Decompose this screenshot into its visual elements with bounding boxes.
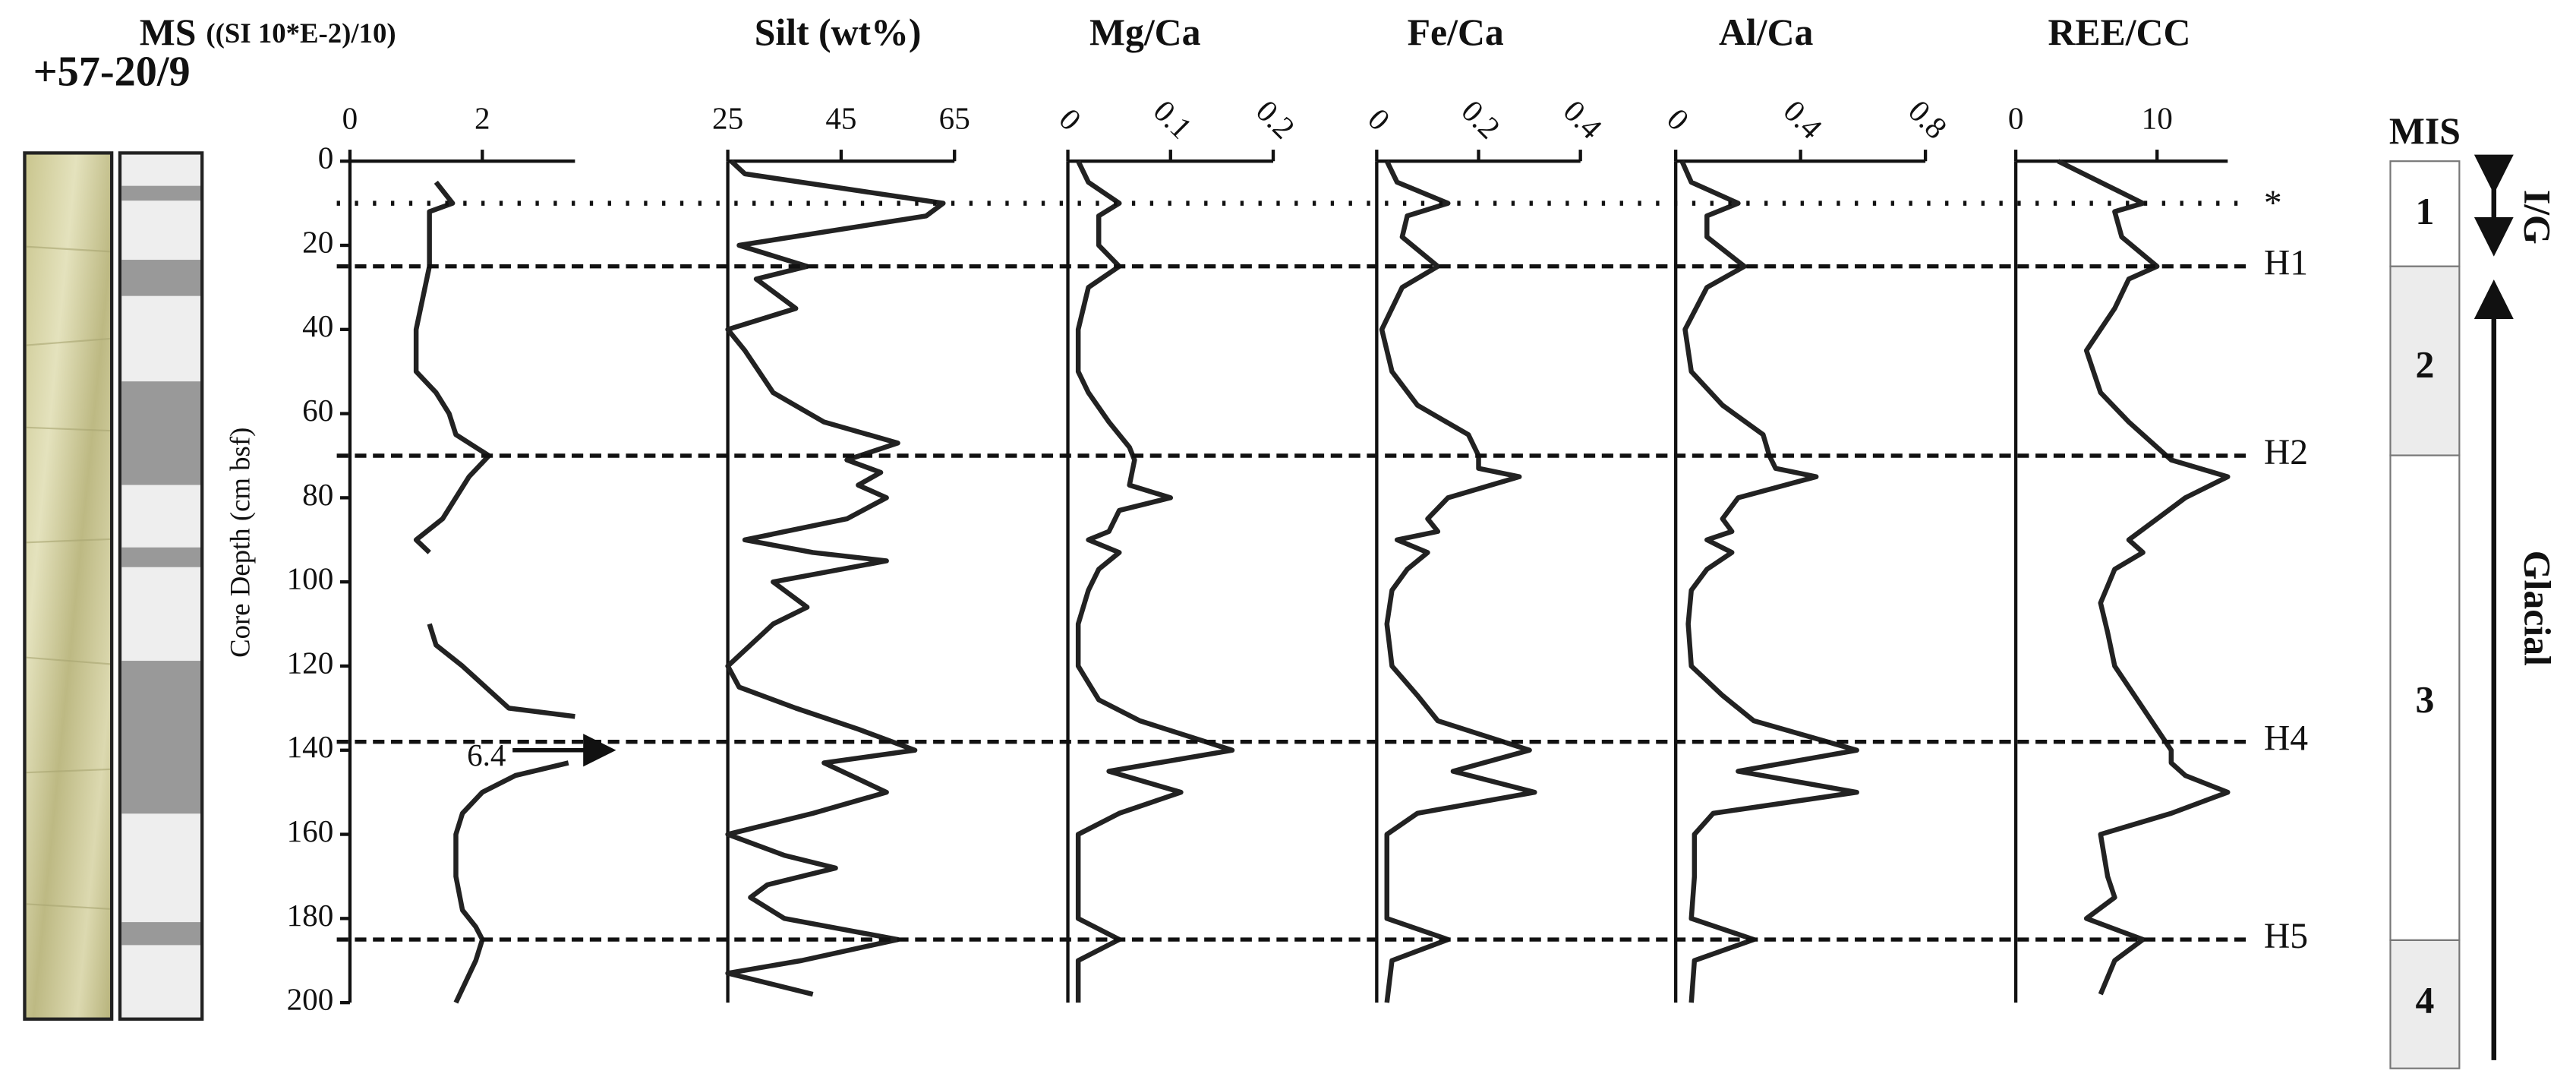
x-tick-label: 0 bbox=[1052, 102, 1088, 137]
data-line bbox=[1379, 159, 1537, 1003]
y-tick-label: 120 bbox=[287, 645, 334, 680]
core-photo bbox=[23, 151, 114, 1021]
event-label: H4 bbox=[2264, 719, 2308, 759]
chart-title: Fe/Ca bbox=[1408, 11, 1504, 53]
x-tick-label: 10 bbox=[2142, 101, 2173, 136]
title-text: REE/CC bbox=[2048, 11, 2190, 53]
title-text: Al/Ca bbox=[1719, 11, 1814, 53]
glacial-label: Glacial bbox=[2516, 551, 2558, 666]
x-tick-label: 65 bbox=[939, 101, 970, 136]
x-tick-label: 0.4 bbox=[1556, 93, 1609, 146]
mis-column bbox=[2389, 160, 2461, 1069]
data-line bbox=[1075, 159, 1235, 1003]
x-tick-label: 25 bbox=[712, 101, 743, 136]
x-tick-label: 0 bbox=[1660, 102, 1696, 137]
event-label: * bbox=[2264, 184, 2282, 223]
y-tick-label: 60 bbox=[302, 393, 333, 428]
mis-stage: 4 bbox=[2415, 980, 2434, 1022]
title-text: Mg/Ca bbox=[1089, 11, 1201, 53]
mis-stage: 1 bbox=[2415, 191, 2434, 232]
y-tick-label: 80 bbox=[302, 477, 333, 512]
chart-title: MS ((SI 10*E-2)/10) bbox=[140, 11, 396, 53]
y-axis-label: Core Depth (cm bsf) bbox=[225, 428, 256, 658]
chart-title: Silt (wt%) bbox=[755, 11, 922, 53]
x-tick-label: 0 bbox=[1361, 102, 1397, 137]
x-tick-label: 0.2 bbox=[1455, 93, 1507, 146]
y-tick-label: 140 bbox=[287, 729, 334, 764]
y-tick-label: 20 bbox=[302, 224, 333, 259]
chart-title: Al/Ca bbox=[1719, 11, 1814, 53]
y-tick-label: 180 bbox=[287, 898, 334, 933]
title-units: ((SI 10*E-2)/10) bbox=[206, 17, 396, 49]
y-tick-label: 160 bbox=[287, 813, 334, 848]
x-tick-label: 0.1 bbox=[1147, 93, 1200, 146]
core-label: +57-20/9 bbox=[33, 49, 191, 96]
ig-label: I/G bbox=[2516, 190, 2558, 245]
event-label: H2 bbox=[2264, 433, 2308, 472]
mis-stage: 2 bbox=[2415, 343, 2434, 385]
data-line bbox=[2057, 159, 2231, 996]
title-text: Silt (wt%) bbox=[755, 11, 922, 53]
y-tick-label: 40 bbox=[302, 308, 333, 343]
x-tick-label: 0.4 bbox=[1777, 93, 1829, 146]
chart-title: Mg/Ca bbox=[1089, 11, 1201, 53]
title-text: MS bbox=[140, 11, 197, 53]
x-tick-label: 0 bbox=[342, 101, 358, 136]
y-tick-label: 0 bbox=[318, 141, 334, 175]
event-label: H5 bbox=[2264, 917, 2308, 956]
title-text: Fe/Ca bbox=[1408, 11, 1504, 53]
data-line bbox=[725, 159, 946, 997]
chart-title: REE/CC bbox=[2048, 11, 2190, 53]
mis-title: MIS bbox=[2389, 110, 2461, 152]
event-label: H1 bbox=[2264, 244, 2308, 283]
core-stripes bbox=[26, 245, 111, 910]
x-tick-label: 45 bbox=[825, 101, 856, 136]
x-tick-label: 0.8 bbox=[1902, 93, 1954, 146]
x-tick-label: 2 bbox=[475, 101, 490, 136]
mis-stage: 3 bbox=[2415, 679, 2434, 721]
lithology-strip bbox=[118, 151, 204, 1021]
data-line bbox=[1679, 159, 1859, 1003]
data-line bbox=[413, 180, 575, 1004]
x-tick-label: 0.2 bbox=[1250, 93, 1302, 146]
x-tick-label: 0 bbox=[2008, 101, 2024, 136]
y-tick-label: 100 bbox=[287, 561, 334, 596]
y-tick-label: 200 bbox=[287, 982, 334, 1017]
